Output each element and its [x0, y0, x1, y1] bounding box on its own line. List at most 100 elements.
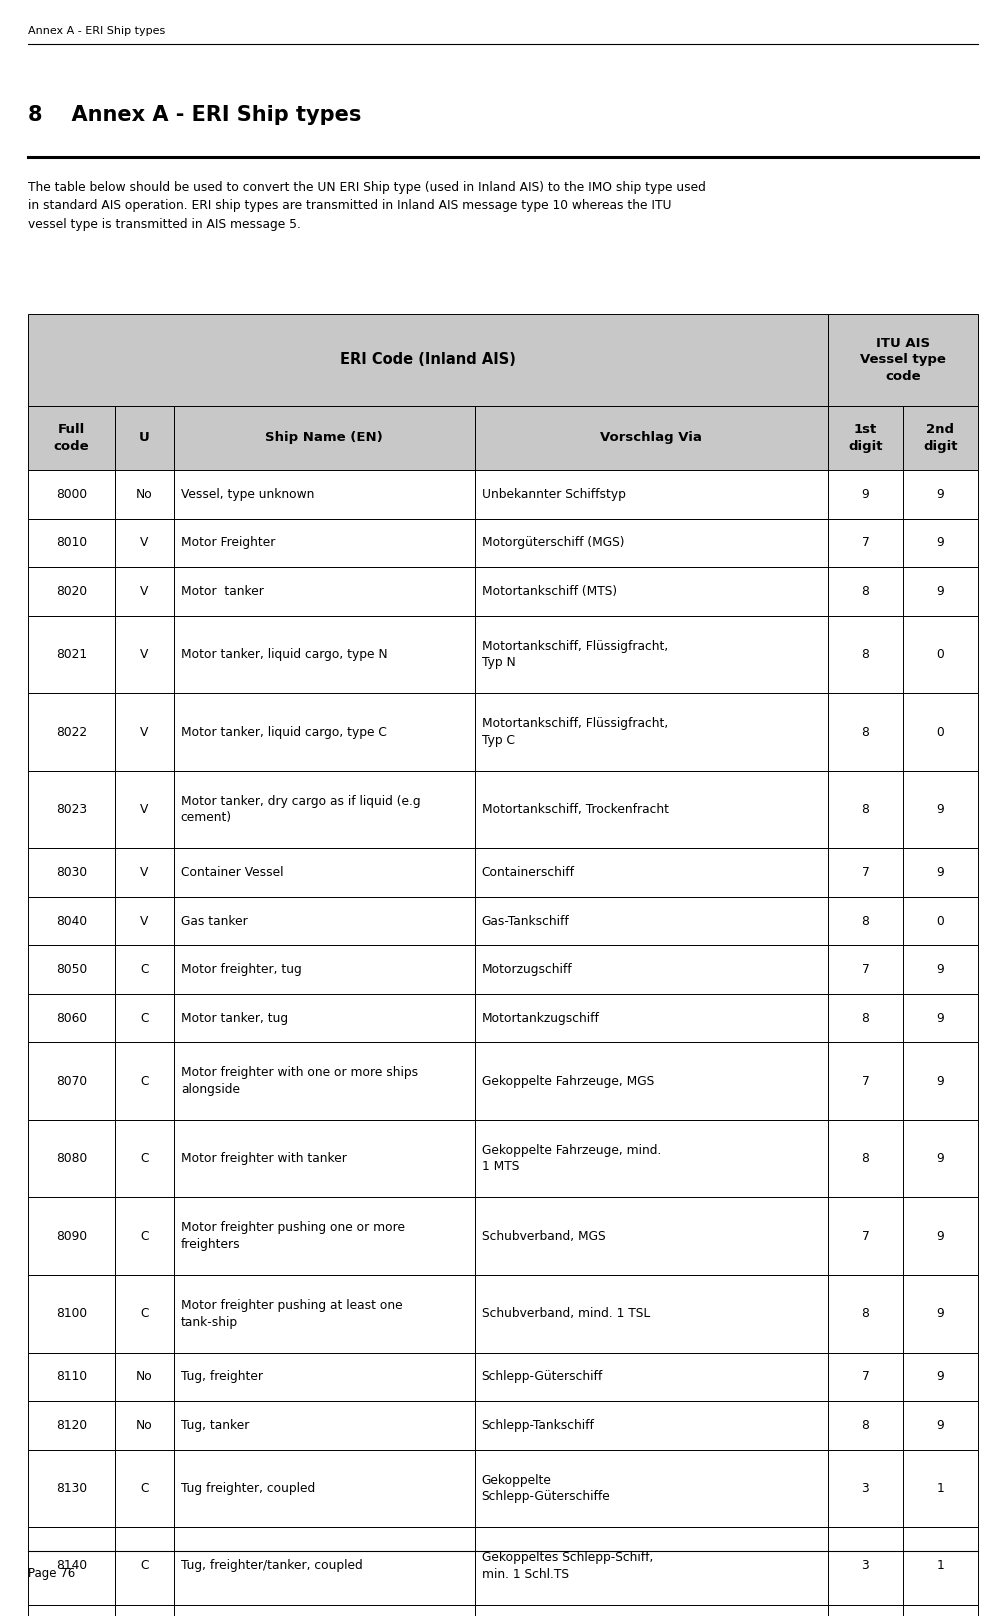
Bar [903, 1275, 978, 1353]
Text: 8023: 8023 [56, 803, 87, 816]
Bar [903, 693, 978, 771]
Bar [115, 1401, 174, 1450]
Bar [115, 1120, 174, 1197]
Bar [174, 1401, 475, 1450]
Text: ITU AIS
Vessel type
code: ITU AIS Vessel type code [860, 336, 946, 383]
Bar [115, 1042, 174, 1120]
Bar [828, 994, 903, 1042]
Text: 8: 8 [861, 1307, 869, 1320]
Text: 8140: 8140 [56, 1559, 87, 1572]
Text: Full
code: Full code [53, 423, 90, 452]
Text: 9: 9 [937, 1307, 945, 1320]
Bar [828, 771, 903, 848]
Text: Motortankschiff, Trockenfracht: Motortankschiff, Trockenfracht [482, 803, 669, 816]
Text: 9: 9 [937, 1012, 945, 1025]
Bar [174, 567, 475, 616]
Text: No: No [136, 1370, 153, 1383]
Bar [28, 771, 115, 848]
Text: 9: 9 [937, 866, 945, 879]
Text: Tug, freighter: Tug, freighter [181, 1370, 263, 1383]
Text: Tug freighter, coupled: Tug freighter, coupled [181, 1482, 315, 1495]
Text: Gekoppelte
Schlepp-Güterschiffe: Gekoppelte Schlepp-Güterschiffe [482, 1474, 611, 1503]
Text: 9: 9 [937, 488, 945, 501]
Text: 8080: 8080 [55, 1152, 88, 1165]
Text: 9: 9 [937, 537, 945, 549]
Bar [28, 1450, 115, 1527]
Text: 8130: 8130 [56, 1482, 87, 1495]
Text: 9: 9 [937, 1370, 945, 1383]
Bar [828, 314, 978, 406]
Bar [475, 1120, 828, 1197]
Bar [115, 1197, 174, 1275]
Text: Annex A - ERI Ship types: Annex A - ERI Ship types [28, 26, 165, 36]
Bar [115, 848, 174, 897]
Bar [828, 848, 903, 897]
Text: Gekoppeltes Schlepp-Schiff,
min. 1 Schl.TS: Gekoppeltes Schlepp-Schiff, min. 1 Schl.… [482, 1551, 653, 1580]
Text: Gas-Tankschiff: Gas-Tankschiff [482, 915, 569, 928]
Text: Motortankschiff, Flüssigfracht,
Typ C: Motortankschiff, Flüssigfracht, Typ C [482, 718, 668, 747]
Text: 3: 3 [861, 1482, 869, 1495]
Text: Container Vessel: Container Vessel [181, 866, 284, 879]
Text: 8050: 8050 [55, 963, 88, 976]
Bar [174, 470, 475, 519]
Bar [903, 519, 978, 567]
Text: ERI Code (Inland AIS): ERI Code (Inland AIS) [340, 352, 516, 367]
Bar [115, 406, 174, 470]
Text: Motor freighter, tug: Motor freighter, tug [181, 963, 302, 976]
Text: 9: 9 [937, 803, 945, 816]
Bar [28, 945, 115, 994]
Text: 0: 0 [937, 726, 945, 739]
Text: 8110: 8110 [56, 1370, 87, 1383]
Bar [28, 848, 115, 897]
Bar [903, 1042, 978, 1120]
Text: Tug, tanker: Tug, tanker [181, 1419, 249, 1432]
Text: Motor tanker, liquid cargo, type N: Motor tanker, liquid cargo, type N [181, 648, 387, 661]
Text: Schlepp-Güterschiff: Schlepp-Güterschiff [482, 1370, 603, 1383]
Bar [828, 1353, 903, 1401]
Text: C: C [140, 963, 149, 976]
Text: C: C [140, 1307, 149, 1320]
Text: Vorschlag Via: Vorschlag Via [601, 431, 702, 444]
Text: Schubverband, mind. 1 TSL: Schubverband, mind. 1 TSL [482, 1307, 650, 1320]
Bar [28, 1275, 115, 1353]
Text: Schlepp-Tankschiff: Schlepp-Tankschiff [482, 1419, 595, 1432]
Text: 8040: 8040 [56, 915, 87, 928]
Text: 7: 7 [861, 1075, 869, 1088]
Text: Motor freighter pushing at least one
tank-ship: Motor freighter pushing at least one tan… [181, 1299, 402, 1328]
Bar [115, 693, 174, 771]
Bar [28, 519, 115, 567]
Bar [903, 567, 978, 616]
Text: 8: 8 [861, 915, 869, 928]
Text: Gas tanker: Gas tanker [181, 915, 247, 928]
Text: Containerschiff: Containerschiff [482, 866, 574, 879]
Text: Motor tanker, tug: Motor tanker, tug [181, 1012, 288, 1025]
Text: 7: 7 [861, 1230, 869, 1243]
Bar [903, 1353, 978, 1401]
Bar [475, 616, 828, 693]
Text: 7: 7 [861, 537, 869, 549]
Text: 8: 8 [861, 1012, 869, 1025]
Bar [28, 567, 115, 616]
Text: 8070: 8070 [56, 1075, 87, 1088]
Bar [903, 1120, 978, 1197]
Bar [475, 1353, 828, 1401]
Bar [903, 1401, 978, 1450]
Bar [475, 1042, 828, 1120]
Text: C: C [140, 1559, 149, 1572]
Bar [903, 1605, 978, 1616]
Bar [28, 1042, 115, 1120]
Text: 8: 8 [861, 803, 869, 816]
Text: 8: 8 [861, 726, 869, 739]
Text: Ship Name (EN): Ship Name (EN) [266, 431, 383, 444]
Text: V: V [140, 585, 149, 598]
Bar [828, 519, 903, 567]
Bar [828, 1450, 903, 1527]
Text: 8021: 8021 [56, 648, 87, 661]
Bar [115, 771, 174, 848]
Bar [174, 406, 475, 470]
Bar [28, 314, 828, 406]
Bar [174, 945, 475, 994]
Text: Tug, freighter/tanker, coupled: Tug, freighter/tanker, coupled [181, 1559, 362, 1572]
Bar [174, 1197, 475, 1275]
Text: 0: 0 [937, 648, 945, 661]
